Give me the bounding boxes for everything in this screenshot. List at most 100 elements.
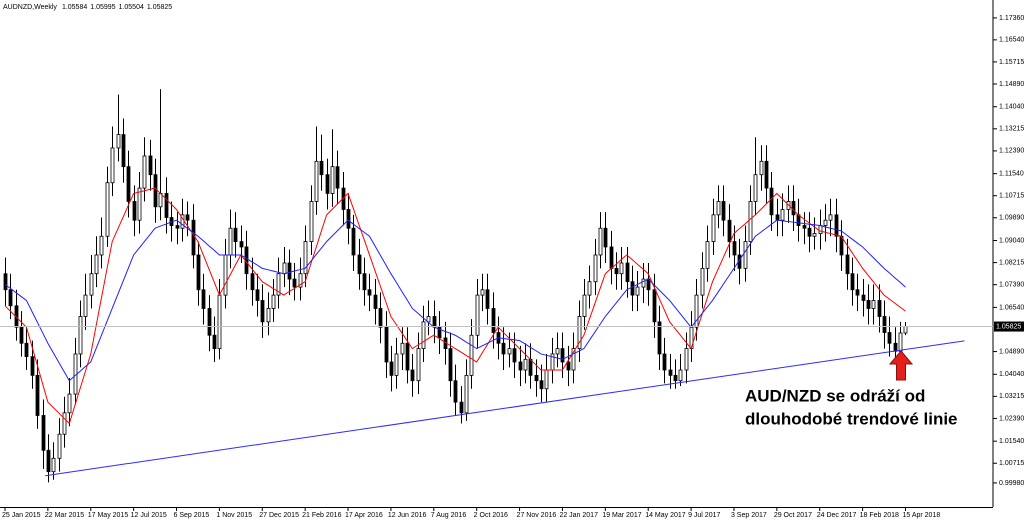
candle-body: [83, 294, 88, 317]
candle-body: [861, 294, 866, 301]
candle-body: [223, 254, 228, 296]
candle-body: [812, 233, 817, 237]
candle-body: [67, 393, 72, 414]
candle-body: [593, 254, 598, 283]
x-tick-label: 17 May 2015: [88, 512, 129, 519]
candle-body: [421, 321, 426, 350]
candle-body: [571, 348, 576, 371]
candle-body: [89, 273, 94, 296]
candle-body: [635, 286, 640, 296]
x-tick-label: 18 Feb 2018: [860, 512, 899, 519]
candle-body: [877, 300, 882, 317]
candle-body: [882, 316, 887, 333]
candle-body: [796, 214, 801, 226]
x-tick-label: 7 Aug 2016: [431, 512, 467, 519]
header-high: 1.05995: [90, 4, 115, 11]
candle-body: [346, 209, 351, 229]
candle-body: [684, 348, 689, 371]
header-close: 1.05825: [147, 4, 172, 11]
arrow: [888, 350, 914, 381]
y-tick-label: 1.08215: [999, 259, 1024, 266]
x-tick-label: 27 Dec 2015: [259, 512, 299, 519]
candle-body: [330, 166, 335, 194]
candle-body: [485, 289, 490, 309]
candle-body: [807, 227, 812, 237]
candle-body: [759, 160, 764, 176]
candle-body: [528, 358, 533, 376]
candle-body: [866, 300, 871, 309]
candle-body: [469, 334, 474, 376]
candle-body: [416, 348, 421, 382]
y-tick-label: 0.99980: [999, 480, 1024, 487]
y-tick-label: 1.11540: [999, 170, 1024, 177]
candle-body: [566, 361, 571, 371]
candle-body: [769, 187, 774, 216]
candle-body: [3, 273, 8, 291]
candle-body: [298, 273, 303, 288]
x-tick-label: 22 Jan 2017: [559, 512, 598, 519]
candle-body: [351, 227, 356, 256]
candle-body: [780, 209, 785, 221]
candle-body: [362, 273, 367, 291]
candle-body: [753, 174, 758, 202]
candle-body: [791, 201, 796, 216]
candle-body: [250, 273, 255, 291]
candle-body: [577, 316, 582, 350]
y-tick-label: 1.17360: [999, 15, 1024, 22]
candle-body: [24, 342, 29, 358]
current-price-box: [994, 321, 1024, 332]
y-tick-label: 1.09890: [999, 215, 1024, 222]
candle-body: [137, 187, 142, 221]
candle-body: [823, 219, 828, 226]
y-tick-label: 1.00715: [999, 460, 1024, 467]
y-tick-label: 1.13215: [999, 126, 1024, 133]
candle-body: [625, 262, 630, 283]
y-tick-label: 1.14040: [999, 104, 1024, 111]
candle-body: [116, 134, 121, 149]
candle-body: [239, 241, 244, 248]
candle-body: [233, 227, 238, 242]
candle-body: [405, 342, 410, 371]
candle-body: [748, 201, 753, 242]
x-tick-label: 24 Dec 2017: [817, 512, 857, 519]
candle-body: [309, 201, 314, 242]
candle-body: [518, 361, 523, 371]
candle-body: [175, 225, 180, 229]
chart-title: AUDNZD,Weekly: [3, 4, 57, 11]
x-tick-label: 27 Nov 2016: [517, 512, 557, 519]
x-tick-label: 12 Jun 2016: [388, 512, 427, 519]
candle-body: [30, 356, 35, 376]
candle-body: [603, 227, 608, 248]
candle-body: [855, 289, 860, 296]
candle-body: [148, 155, 153, 176]
candle-body: [802, 225, 807, 229]
x-tick-label: 14 May 2017: [645, 512, 686, 519]
candle-body: [196, 254, 201, 291]
candle-body: [507, 348, 512, 355]
y-tick-label: 1.09040: [999, 237, 1024, 244]
candle-body: [357, 254, 362, 275]
candle-body: [705, 241, 710, 269]
candle-body: [142, 155, 147, 189]
candle-body: [619, 262, 624, 275]
candle-body: [41, 415, 46, 451]
y-tick-label: 1.12390: [999, 148, 1024, 155]
candle-body: [721, 201, 726, 221]
candle-body: [641, 278, 646, 288]
candle-body: [99, 235, 104, 256]
candle-body: [51, 457, 56, 473]
chart-header: AUDNZD,Weekly 1.05584 1.05995 1.05504 1.0582…: [3, 4, 172, 11]
candle-body: [711, 214, 716, 242]
candle-body: [544, 369, 549, 390]
candle-body: [153, 174, 158, 208]
candle-body: [94, 254, 99, 275]
candle-body: [743, 241, 748, 269]
x-tick-label: 19 Mar 2017: [602, 512, 641, 519]
candle-body: [185, 214, 190, 221]
candle-body: [110, 147, 115, 184]
candle-body: [871, 300, 876, 309]
candle-body: [459, 401, 464, 414]
candle-body: [587, 281, 592, 296]
